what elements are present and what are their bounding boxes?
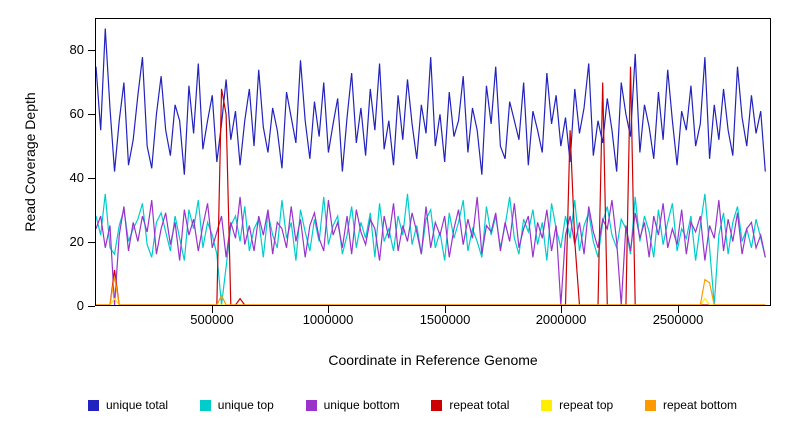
y-tick-label: 80 [69,42,84,57]
y-tick-mark [88,306,95,307]
x-tick-label: 500000 [190,312,234,327]
y-tick-mark [88,178,95,179]
legend-item: unique top [199,398,274,412]
x-tick-label: 2500000 [652,312,704,327]
legend-item: repeat total [431,398,509,412]
x-tick-mark [678,306,679,313]
legend-item: unique total [88,398,168,412]
legend-label: repeat total [449,398,510,412]
y-tick-label: 20 [69,234,84,249]
y-tick-label: 0 [76,298,84,313]
y-tick-mark [88,114,95,115]
legend-item: repeat bottom [644,398,737,412]
legend-swatch [431,399,443,411]
legend-swatch [199,399,211,411]
legend-swatch [305,399,317,411]
legend-label: unique top [217,398,274,412]
x-tick-mark [561,306,562,313]
x-tick-mark [445,306,446,313]
y-tick-mark [88,242,95,243]
y-tick-label: 40 [69,170,84,185]
x-axis-title: Coordinate in Reference Genome [328,352,538,368]
plot-area [95,18,771,306]
y-axis-title: Read Coverage Depth [22,92,38,232]
y-tick-mark [88,50,95,51]
legend-item: repeat top [541,398,613,412]
legend-swatch [541,399,553,411]
legend-label: repeat bottom [662,398,737,412]
legend-label: unique total [106,398,169,412]
x-tick-label: 1500000 [419,312,471,327]
legend-label: unique bottom [323,398,400,412]
legend-swatch [644,399,656,411]
legend-item: unique bottom [305,398,400,412]
legend-label: repeat top [559,398,614,412]
y-tick-label: 60 [69,106,84,121]
x-tick-label: 1000000 [302,312,354,327]
x-tick-mark [212,306,213,313]
plot-svg [96,28,766,305]
x-tick-label: 2000000 [535,312,587,327]
legend: unique total unique top unique bottom re… [88,398,737,412]
legend-swatch [88,399,99,411]
x-tick-mark [328,306,329,313]
